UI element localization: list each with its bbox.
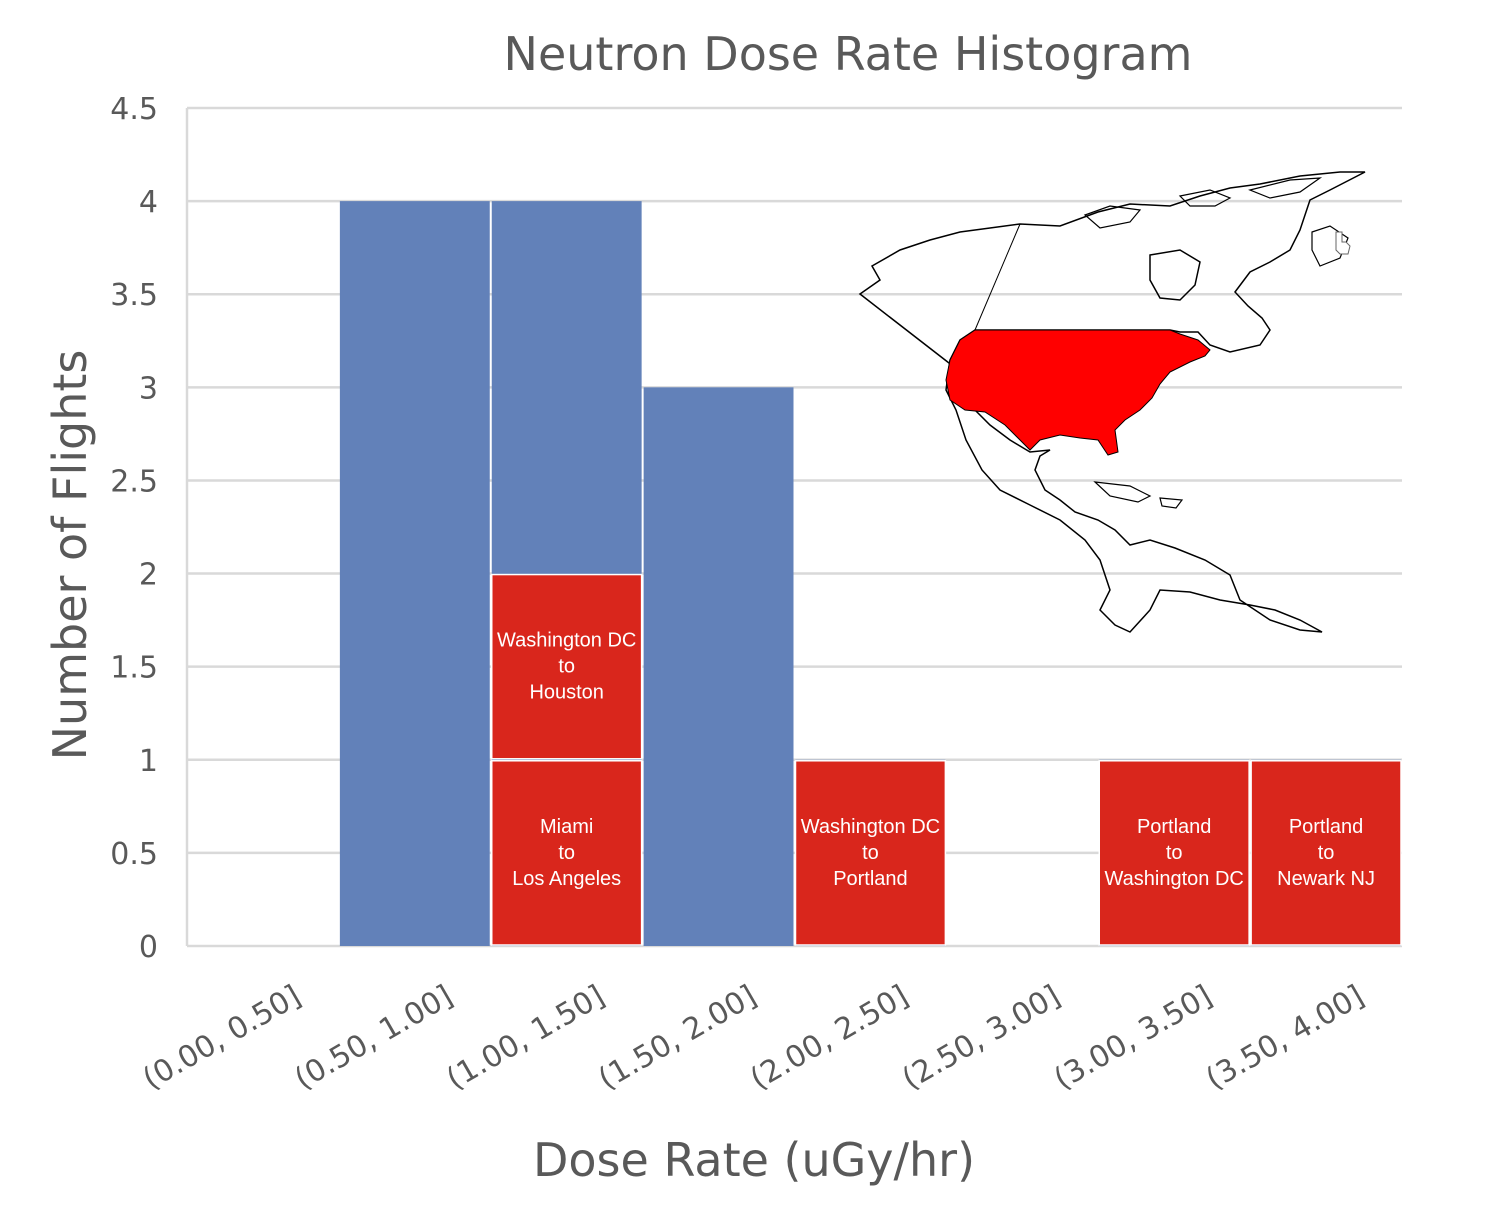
flight-label: Washington DC: [801, 816, 940, 838]
x-tick-label: (3.00, 3.50]: [1048, 979, 1218, 1097]
arctic-island-outline: [1178, 189, 1232, 207]
y-tick-label: 2.5: [110, 464, 158, 499]
x-tick-label: (1.00, 1.50]: [441, 979, 611, 1097]
flight-block: [794, 760, 947, 946]
flight-label: Portland: [1137, 816, 1212, 838]
hand-cursor-icon: [1335, 231, 1351, 255]
flight-label: to: [1318, 842, 1335, 864]
y-tick-label: 0.5: [110, 837, 158, 872]
north-america-outline: [858, 171, 1366, 633]
usa-highlight: [945, 329, 1211, 456]
chart-title: Neutron Dose Rate Histogram: [504, 27, 1193, 81]
flight-label: Washington DC: [1105, 868, 1244, 890]
hispaniola-outline: [1159, 497, 1184, 509]
cuba-outline: [1093, 481, 1152, 503]
flight-label: Portland: [833, 868, 908, 890]
flight-label: Los Angeles: [512, 868, 621, 890]
x-tick-label: (2.50, 3.00]: [896, 979, 1066, 1097]
flight-label: Miami: [540, 816, 593, 838]
x-axis-ticks: (0.00, 0.50](0.50, 1.00](1.00, 1.50](1.5…: [137, 979, 1370, 1097]
flight-block: [491, 760, 643, 946]
y-tick-label: 3: [139, 371, 158, 406]
flight-label: to: [558, 656, 575, 678]
flight-block: [491, 573, 643, 760]
flight-block: [1098, 760, 1250, 946]
greenland-tip-outline: [1311, 225, 1349, 267]
bar: [339, 201, 490, 947]
y-axis-ticks: 0 0.5 1 1.5 2 2.5 3 3.5 4 4.5: [110, 92, 158, 965]
flight-label: to: [558, 842, 575, 864]
highlighted-flights: Miami to Los Angeles Washington DC to Houston…: [491, 573, 1402, 946]
x-tick-label: (1.50, 2.00]: [593, 979, 763, 1097]
y-axis-title: Number of Flights: [43, 350, 97, 761]
x-tick-label: (0.00, 0.50]: [137, 979, 307, 1097]
north-america-map-icon: [858, 171, 1366, 633]
y-tick-label: 3.5: [110, 278, 158, 313]
flight-label: to: [1166, 842, 1183, 864]
alaska-border: [974, 223, 1021, 331]
hudson-bay-outline: [1149, 249, 1201, 301]
flight-label: Houston: [529, 682, 604, 704]
arctic-island-outline: [1083, 205, 1142, 229]
x-axis-title: Dose Rate (uGy/hr): [533, 1133, 975, 1187]
x-tick-label: (3.50, 4.00]: [1200, 979, 1370, 1097]
flight-label: to: [862, 842, 879, 864]
x-tick-label: (2.00, 2.50]: [744, 979, 914, 1097]
flight-label: Washington DC: [497, 630, 636, 652]
flight-block: [1250, 760, 1402, 946]
y-tick-label: 1.5: [110, 651, 158, 686]
y-tick-label: 1: [139, 744, 158, 779]
bar: [643, 387, 794, 946]
flight-label: Portland: [1289, 816, 1364, 838]
y-tick-label: 0: [139, 930, 158, 965]
x-tick-label: (0.50, 1.00]: [289, 979, 459, 1097]
y-tick-label: 2: [139, 558, 158, 593]
arctic-island-outline: [1248, 177, 1323, 199]
flight-label: Newark NJ: [1277, 868, 1375, 890]
y-tick-label: 4.5: [110, 92, 158, 127]
y-tick-label: 4: [139, 185, 158, 220]
